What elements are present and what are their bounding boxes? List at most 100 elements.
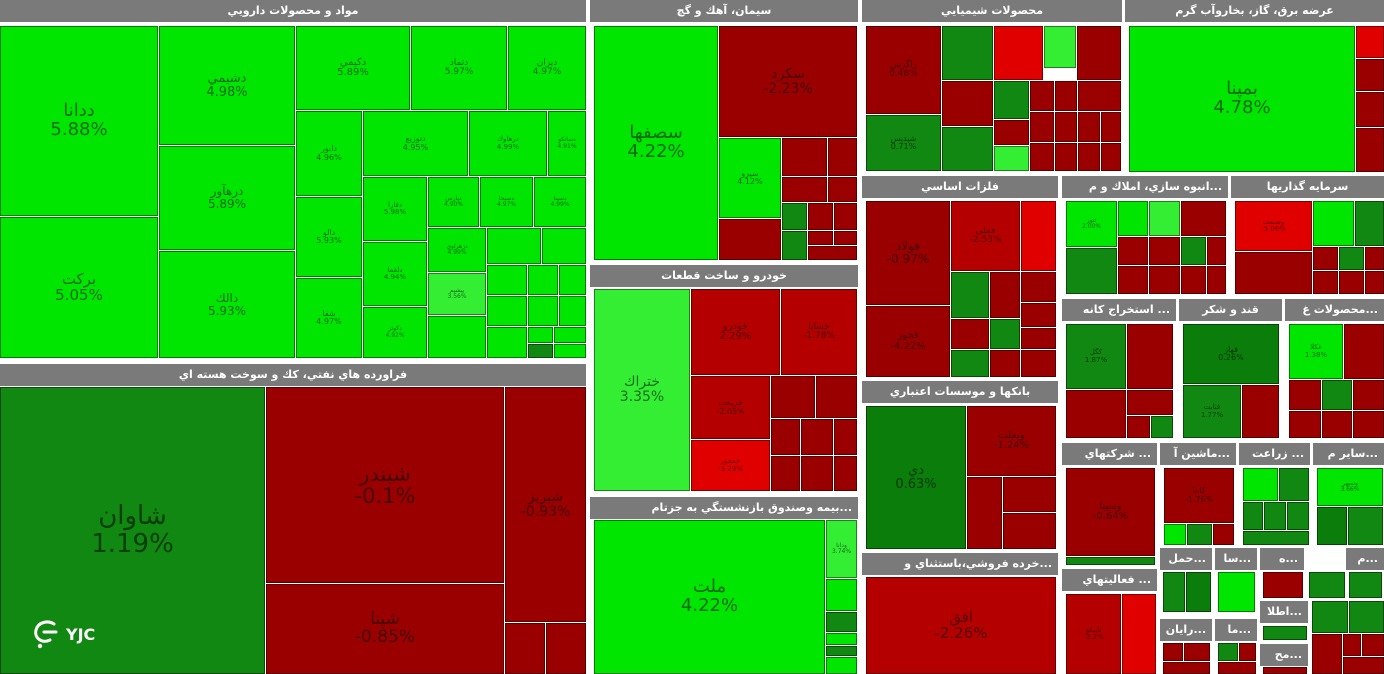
stock-tile-dalak[interactable]: دالك 5.93% bbox=[159, 251, 295, 358]
sector-title-other[interactable]: ...ساير م bbox=[1313, 443, 1384, 465]
stock-tile-141[interactable] bbox=[1235, 252, 1312, 294]
stock-tile-181[interactable] bbox=[1122, 594, 1156, 674]
stock-tile-65[interactable] bbox=[771, 419, 800, 455]
stock-tile-vbmlt[interactable]: وبملت -1.24% bbox=[967, 406, 1056, 476]
stock-tile-26[interactable] bbox=[528, 265, 558, 295]
sector-title-computer[interactable]: ...رايان bbox=[1160, 619, 1212, 641]
sector-title-s4[interactable]: ...ما bbox=[1215, 619, 1257, 641]
stock-tile-khtrak[interactable]: ختراك 3.35% bbox=[594, 289, 690, 491]
stock-tile-103[interactable] bbox=[1021, 201, 1056, 271]
stock-tile-170[interactable] bbox=[1213, 524, 1234, 545]
stock-tile-91[interactable] bbox=[994, 146, 1029, 171]
stock-tile-63[interactable] bbox=[816, 376, 857, 418]
stock-tile-foulad2[interactable]: فخوز -4.22% bbox=[866, 306, 950, 377]
stock-tile-109[interactable] bbox=[1021, 303, 1056, 327]
stock-tile-27[interactable] bbox=[559, 265, 586, 295]
stock-tile-188[interactable] bbox=[1163, 643, 1183, 661]
stock-tile-dkimi[interactable]: دكيمي 5.89% bbox=[296, 26, 410, 110]
stock-tile-140[interactable] bbox=[1355, 201, 1384, 246]
stock-tile-139[interactable] bbox=[1313, 201, 1354, 246]
stock-tile-182[interactable] bbox=[1163, 572, 1185, 612]
stock-tile-separo[interactable]: سپرو 4.12% bbox=[719, 138, 781, 218]
stock-tile-khafaz[interactable]: كاما -1.76% bbox=[1164, 468, 1234, 523]
stock-tile-dshimi[interactable]: دشيمي 4.98% bbox=[159, 26, 295, 145]
stock-tile-69[interactable] bbox=[801, 456, 833, 491]
stock-tile-dpars[interactable]: دپارس 4.90% bbox=[428, 177, 479, 227]
stock-tile-dfara[interactable]: دفارا 5.98% bbox=[363, 177, 427, 241]
sector-title-info[interactable]: ...اطلا bbox=[1260, 601, 1308, 623]
stock-tile-kegol[interactable]: كگل 1.87% bbox=[1066, 324, 1126, 389]
stock-tile-22[interactable] bbox=[487, 228, 541, 264]
stock-tile-144[interactable] bbox=[1365, 247, 1384, 270]
stock-tile-82[interactable] bbox=[1044, 26, 1076, 68]
stock-tile-afaq[interactable]: افق -2.26% bbox=[866, 577, 1056, 674]
stock-tile-146[interactable] bbox=[1339, 271, 1364, 294]
stock-tile-158[interactable] bbox=[1344, 324, 1384, 379]
stock-tile-32[interactable] bbox=[487, 327, 527, 358]
stock-tile-163[interactable] bbox=[1322, 411, 1352, 438]
stock-tile-80[interactable] bbox=[942, 26, 993, 80]
stock-tile-33[interactable] bbox=[528, 327, 553, 343]
stock-tile-ghazar[interactable]: قهاز 0.26% bbox=[1183, 324, 1279, 384]
stock-tile-28[interactable] bbox=[428, 316, 486, 358]
stock-tile-176[interactable] bbox=[1243, 531, 1309, 545]
sector-title-investment[interactable]: سرمايه گذاريها bbox=[1231, 176, 1384, 198]
stock-tile-51[interactable] bbox=[782, 203, 807, 230]
stock-tile-khmohr[interactable]: خمحور -3.29% bbox=[691, 440, 770, 491]
stock-tile-151[interactable] bbox=[1127, 390, 1173, 415]
stock-tile-49[interactable] bbox=[828, 177, 857, 202]
stock-tile-barkat[interactable]: بركت 5.05% bbox=[0, 217, 158, 358]
stock-tile-tapico[interactable]: تاپيكو -3.2% bbox=[1066, 594, 1121, 674]
stock-tile-50[interactable] bbox=[719, 219, 781, 260]
stock-tile-173[interactable] bbox=[1243, 502, 1263, 530]
stock-tile-150[interactable] bbox=[1066, 390, 1126, 438]
stock-tile-186[interactable] bbox=[1309, 572, 1345, 598]
stock-tile-dosina[interactable]: دسينا 4.99% bbox=[534, 177, 586, 227]
stock-tile-172[interactable] bbox=[1279, 468, 1309, 501]
stock-tile-147[interactable] bbox=[1365, 271, 1384, 294]
stock-tile-41[interactable] bbox=[505, 623, 545, 674]
stock-tile-vsina[interactable]: وسينا -0.64% bbox=[1066, 468, 1155, 556]
stock-tile-25[interactable] bbox=[487, 265, 527, 295]
stock-tile-195[interactable] bbox=[1263, 667, 1307, 674]
stock-tile-66[interactable] bbox=[801, 419, 833, 455]
sector-title-sugar[interactable]: قند و شكر bbox=[1179, 299, 1282, 321]
stock-tile-199[interactable] bbox=[1343, 634, 1361, 656]
stock-tile-dazahr[interactable]: دزهراوي 4.99% bbox=[428, 228, 486, 272]
stock-tile-56[interactable] bbox=[834, 231, 857, 245]
stock-tile-111[interactable] bbox=[951, 350, 989, 377]
stock-tile-83[interactable] bbox=[1077, 26, 1121, 80]
sector-title-retail[interactable]: ...خرده فروشي،باستثناي و bbox=[862, 553, 1058, 575]
sector-title-realestate[interactable]: ...انبوه سازي، املاك و م bbox=[1062, 176, 1228, 198]
stock-tile-89[interactable] bbox=[942, 127, 993, 171]
stock-tile-77[interactable] bbox=[826, 657, 857, 674]
sector-title-oil[interactable]: فراورده هاي نفتي، كك و سوخت هسته اي bbox=[0, 364, 586, 386]
stock-tile-shabandar[interactable]: شبندر -0.1% bbox=[266, 387, 504, 583]
stock-tile-166[interactable] bbox=[1066, 557, 1155, 565]
stock-tile-melat[interactable]: ملت 4.22% bbox=[594, 520, 825, 674]
stock-tile-123[interactable] bbox=[1356, 92, 1384, 127]
stock-tile-106[interactable] bbox=[1021, 272, 1056, 302]
stock-tile-dtmad[interactable]: دتماد 5.97% bbox=[411, 26, 507, 110]
sector-title-transport[interactable]: ...حمل bbox=[1160, 548, 1212, 570]
sector-title-chemical[interactable]: محصولات شيميايي bbox=[862, 0, 1122, 22]
stock-tile-113[interactable] bbox=[1021, 350, 1056, 377]
stock-tile-129[interactable] bbox=[1066, 248, 1117, 294]
stock-tile-darhawak[interactable]: درهاوك 4.99% bbox=[469, 111, 547, 176]
stock-tile-shavan[interactable]: شاوان 1.19% bbox=[0, 387, 265, 674]
stock-tile-142[interactable] bbox=[1313, 247, 1338, 270]
stock-tile-pishim[interactable]: پيشيم 3.56% bbox=[428, 273, 486, 315]
stock-tile-149[interactable] bbox=[1127, 324, 1173, 389]
stock-tile-110[interactable] bbox=[1021, 328, 1056, 349]
stock-tile-darhawer[interactable]: درهآور 5.89% bbox=[159, 146, 295, 250]
sector-title-s1[interactable]: ...سا bbox=[1215, 548, 1257, 570]
sector-title-mining[interactable]: ... استخراج كانه bbox=[1062, 299, 1176, 321]
stock-tile-29[interactable] bbox=[487, 296, 527, 326]
stock-tile-dkosar[interactable]: دكوثر 4.92% bbox=[363, 307, 427, 358]
stock-tile-179[interactable] bbox=[1348, 507, 1383, 545]
stock-tile-136[interactable] bbox=[1181, 266, 1206, 294]
stock-tile-184[interactable] bbox=[1218, 572, 1255, 612]
stock-tile-doskemi[interactable]: دسبحا 4.97% bbox=[480, 177, 533, 227]
stock-tile-khodro[interactable]: خودرو 2.29% bbox=[691, 289, 780, 375]
stock-tile-48[interactable] bbox=[782, 177, 827, 202]
